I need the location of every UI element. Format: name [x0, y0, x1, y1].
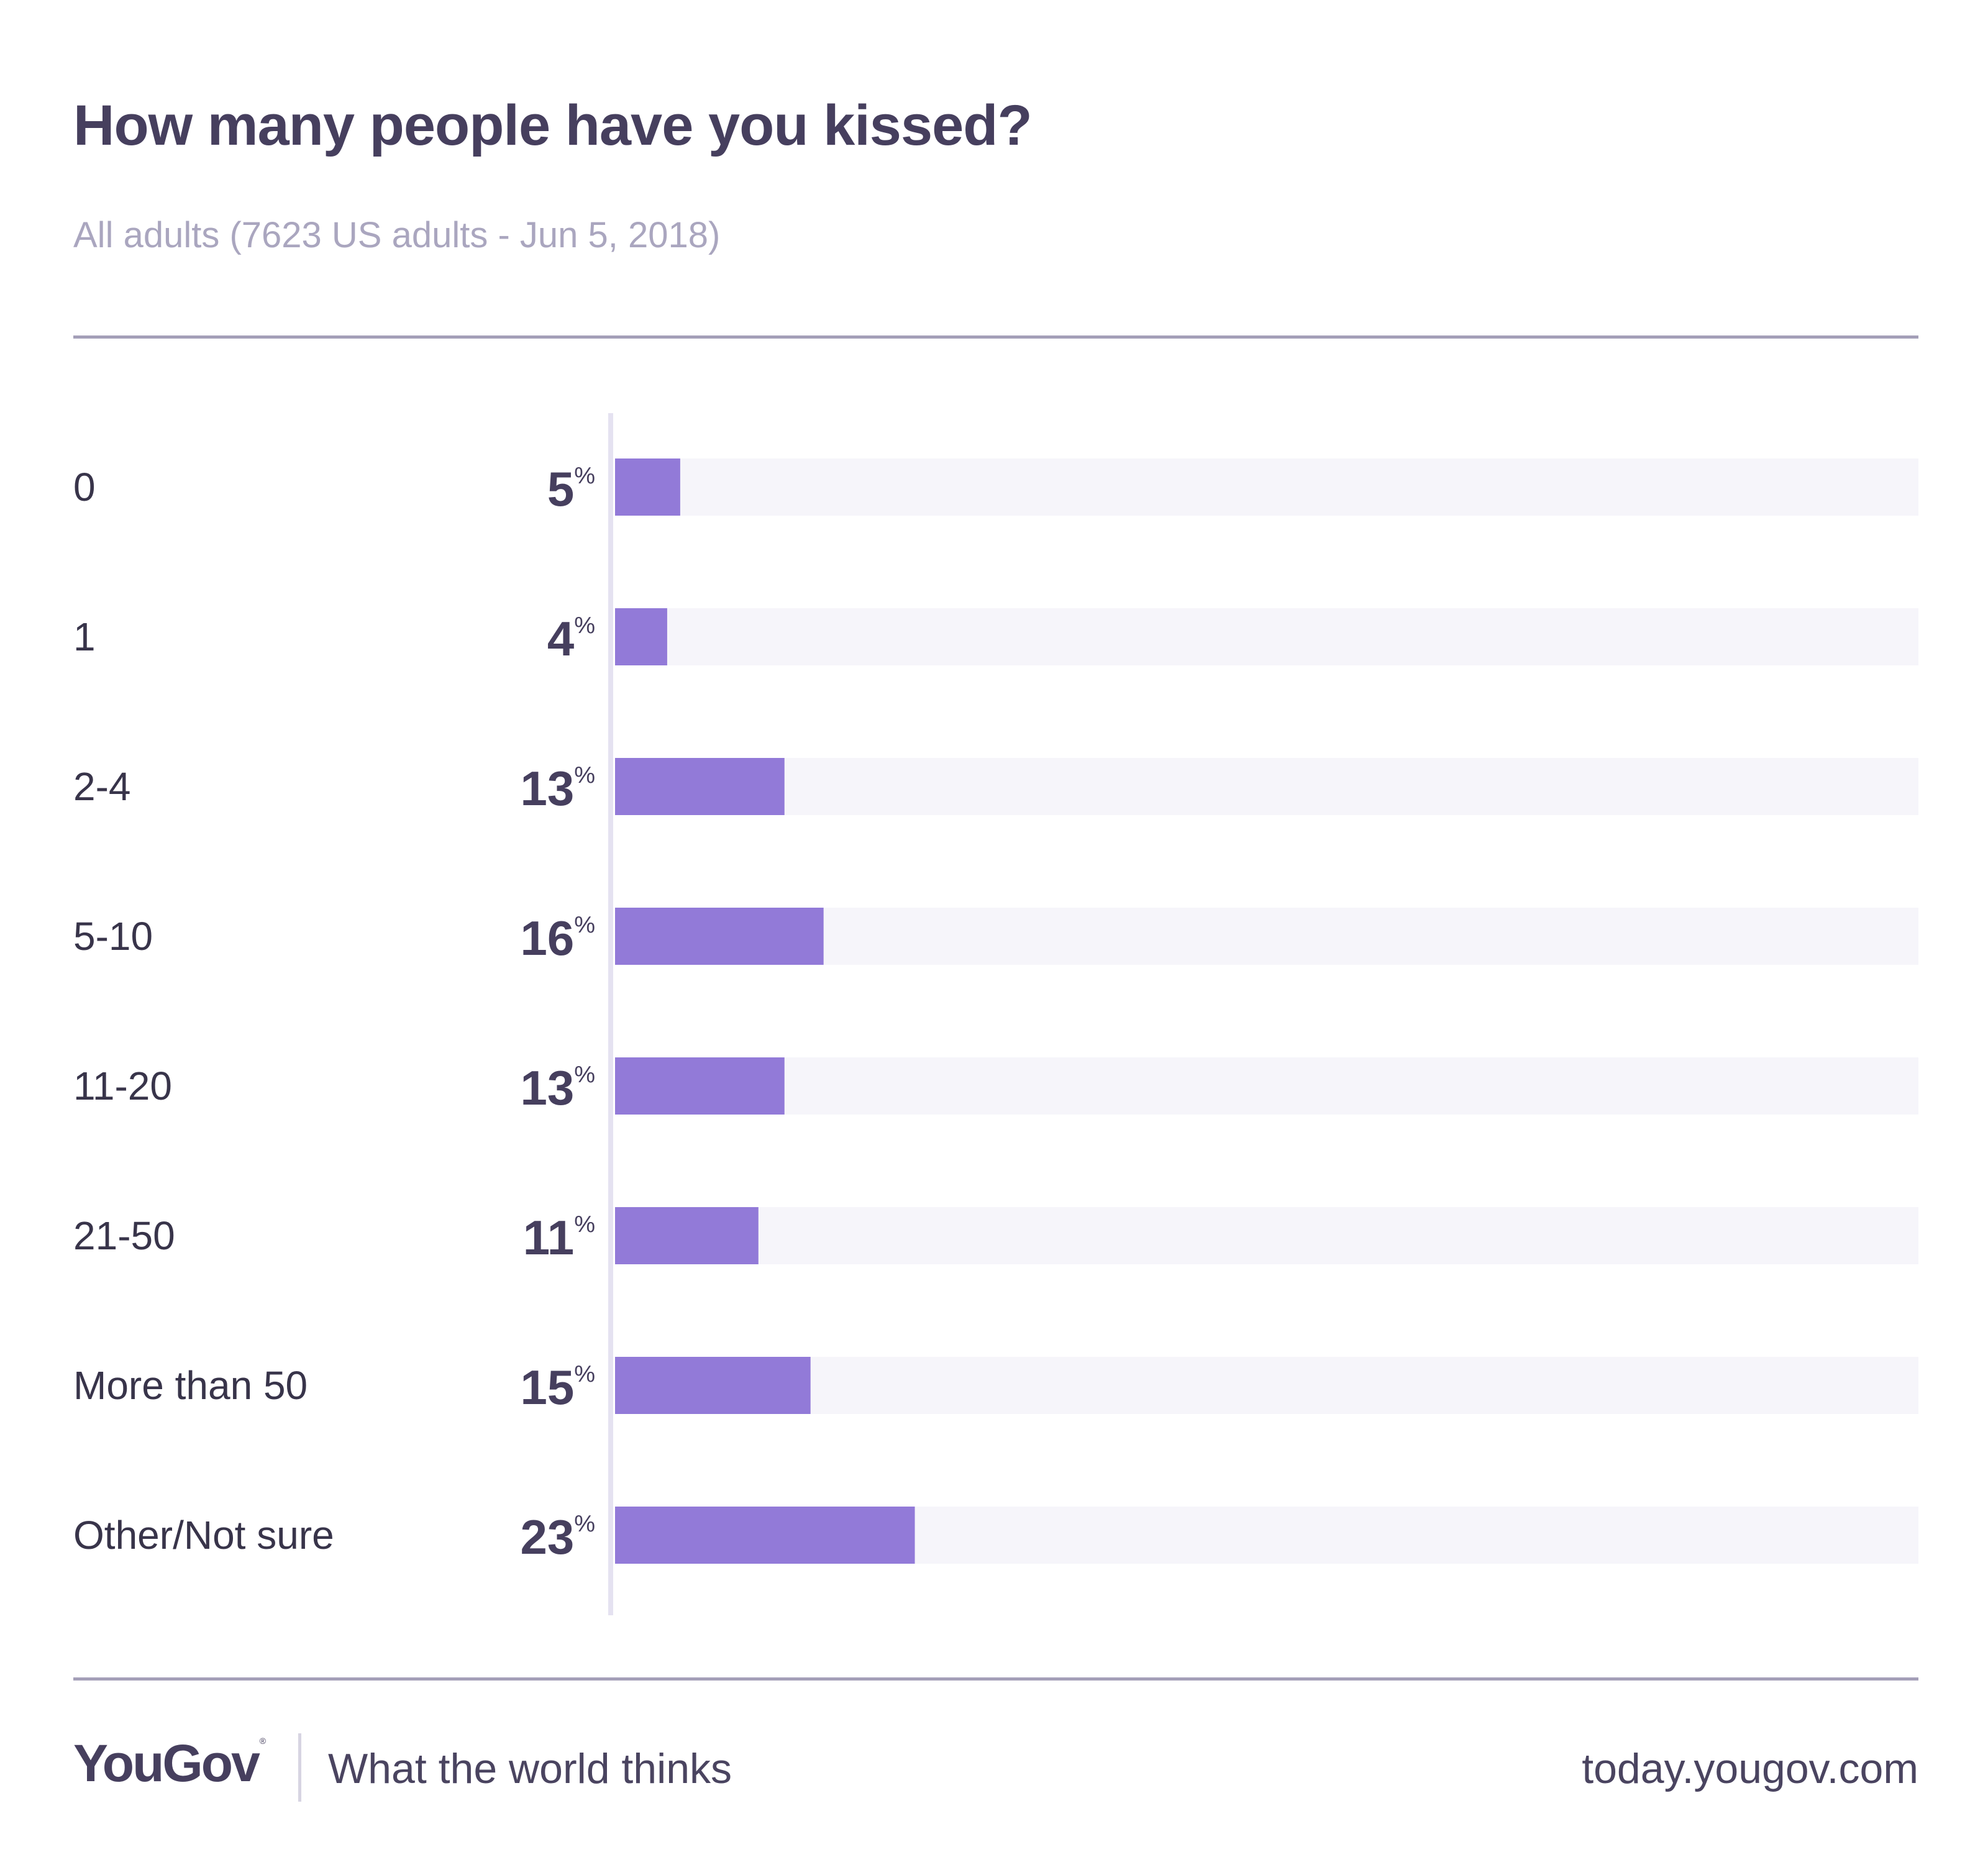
category-label: 21-50 [73, 1213, 175, 1258]
footer-divider [298, 1733, 301, 1802]
registered-mark: ® [259, 1736, 267, 1746]
value-label: 5% [547, 462, 595, 516]
chart-title: How many people have you kissed? [73, 94, 1033, 157]
footer-tagline: What the world thinks [328, 1745, 732, 1792]
value-label: 15% [520, 1360, 595, 1415]
category-label: 0 [73, 465, 96, 509]
chart-subtitle: All adults (7623 US adults - Jun 5, 2018… [73, 215, 721, 255]
bar-chart: 0 5% 1 4% 2-4 13% 5-10 16% 11-20 13% 21-50 11% More … [73, 413, 1918, 1615]
top-divider [73, 335, 1918, 339]
yougov-logo[interactable]: YouGov ® [73, 1733, 266, 1794]
bar [615, 1357, 811, 1414]
value-label: 16% [520, 911, 595, 965]
category-label: More than 50 [73, 1363, 308, 1408]
bar-track [615, 908, 1918, 965]
value-label: 11% [523, 1210, 595, 1265]
axis-line [608, 413, 613, 1615]
bar-track [615, 1357, 1918, 1414]
bottom-divider [73, 1677, 1918, 1681]
value-label: 4% [547, 611, 595, 666]
bar [615, 608, 667, 665]
bar-track [615, 458, 1918, 516]
bar-track [615, 1057, 1918, 1115]
bar [615, 1057, 785, 1115]
bar [615, 458, 680, 516]
category-label: 2-4 [73, 764, 131, 809]
category-label: Other/Not sure [73, 1513, 334, 1558]
value-label: 23% [520, 1510, 595, 1564]
bar-track [615, 608, 1918, 665]
bar-track [615, 758, 1918, 815]
value-label: 13% [520, 1060, 595, 1115]
bar [615, 908, 824, 965]
category-label: 1 [73, 614, 96, 659]
category-label: 5-10 [73, 914, 153, 959]
bar-track [615, 1207, 1918, 1264]
bar [615, 758, 785, 815]
logo-text: YouGov [73, 1734, 260, 1792]
bar [615, 1207, 759, 1264]
footer-url-link[interactable]: today.yougov.com [1582, 1745, 1918, 1792]
category-label: 11-20 [73, 1064, 172, 1108]
bar [615, 1507, 915, 1564]
value-label: 13% [520, 761, 595, 816]
